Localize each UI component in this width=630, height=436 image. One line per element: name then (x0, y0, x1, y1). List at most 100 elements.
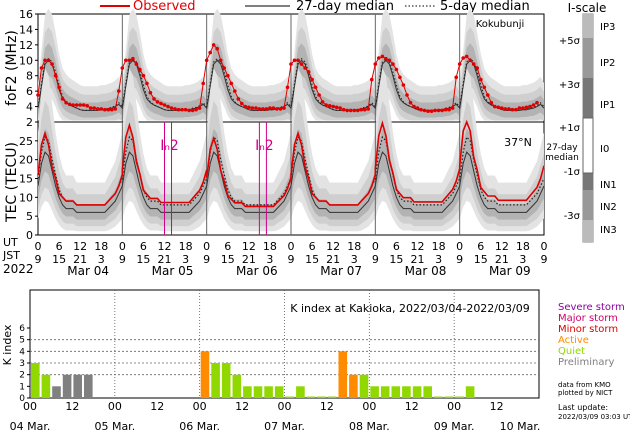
fof2-observed-point (120, 66, 125, 70)
fof2-median27-line (37, 59, 545, 111)
jst-tick-label: 9 (35, 253, 42, 266)
date-label: Mar 05 (152, 264, 194, 278)
fof2-observed-point (162, 103, 167, 107)
k-bar (423, 386, 432, 398)
jst-tick-label: 15 (474, 253, 488, 266)
fof2-observed-point (468, 58, 473, 63)
ut-label: UT (3, 236, 18, 249)
fof2-observed-point (145, 81, 149, 86)
fof2-lines (36, 14, 545, 122)
date-label: Mar 09 (489, 264, 531, 278)
fof2-observed-point (292, 58, 297, 63)
k-date-label: 09 Mar. (434, 420, 475, 433)
k-date-label: 06 Mar. (179, 420, 220, 433)
k-bar (359, 374, 369, 398)
fof2-observed-point (127, 58, 132, 63)
k-legend-item: Severe storm (558, 302, 625, 313)
iscale-level-label: IN1 (600, 180, 617, 191)
ut-tick-label: 18 (432, 240, 446, 253)
ut-tick-label: 6 (224, 240, 231, 253)
jst-tick-label: 9 (372, 253, 379, 266)
k-date-label: 10 Mar. (500, 420, 541, 433)
k-legend-item: Preliminary (558, 357, 615, 368)
fof2-observed-point (148, 90, 153, 95)
k-bar (317, 396, 326, 398)
iscale-level-label: IP3 (600, 22, 615, 33)
fof2-ytick-label: 6 (26, 85, 33, 98)
iscale-title: I-scale (568, 1, 607, 15)
fof2-yaxis: 2 4 6 8 10 12 14 16 (19, 8, 38, 129)
ut-tick-label: 0 (541, 240, 548, 253)
k-title: K index at Kakioka, 2022/03/04-2022/03/0… (290, 302, 529, 315)
fof2-observed-point (433, 108, 437, 113)
fof2-observed-point (457, 62, 462, 66)
k-bar (370, 386, 379, 398)
iscale-level-label: I0 (600, 144, 609, 155)
tec-yaxis: 0 5 10 15 20 25 (19, 135, 38, 242)
jst-tick-label: 9 (541, 253, 548, 266)
updated-label: Last update: (558, 403, 608, 412)
ut-tick-label: 12 (326, 240, 340, 253)
ut-tick-label: 0 (456, 240, 463, 253)
k-bar (274, 386, 284, 398)
ut-tick-label: 0 (372, 240, 379, 253)
storm-marker-label: Iₙ2 (255, 138, 274, 154)
fof2-observed-point (71, 103, 75, 107)
k-bar (412, 386, 422, 398)
fof2-observed-point (229, 81, 234, 86)
k-bar (62, 374, 72, 398)
k-bars (31, 351, 475, 398)
fof2-observed-point (282, 106, 286, 110)
ut-tick-label: 18 (263, 240, 277, 253)
fof2-observed-point (74, 103, 79, 107)
ut-tick-label: 0 (35, 240, 42, 253)
fof2-observed-point (215, 46, 219, 51)
ut-tick-label: 6 (56, 240, 63, 253)
iscale-level-label: IP2 (600, 58, 615, 69)
ut-tick-label: 6 (393, 240, 400, 253)
tec-ytick-label: 15 (19, 173, 33, 186)
ut-tick-label: 0 (288, 240, 295, 253)
k-bar (232, 374, 242, 398)
fof2-observed-point (447, 107, 451, 112)
fof2-observed-point (479, 77, 483, 82)
k-ytick-label: 5 (19, 336, 25, 346)
fof2-observed-point (166, 104, 170, 109)
fof2-observed-point (99, 107, 104, 111)
fof2-observed-point (194, 107, 198, 112)
fof2-observed-point (489, 100, 494, 105)
fof2-observed-point (415, 106, 420, 110)
k-ytick-label: 4 (19, 347, 25, 357)
fof2-observed-point (303, 66, 307, 70)
fof2-observed-point (57, 85, 61, 90)
jst-tick-label: 3 (435, 253, 442, 266)
fof2-observed-point (67, 102, 72, 107)
k-bar (349, 374, 358, 398)
fof2-observed-point (183, 107, 188, 112)
fof2-observed-point (46, 58, 51, 63)
iscale-sigma-label: -3σ (564, 211, 581, 222)
k-bar (264, 386, 273, 398)
fof2-observed-point (450, 106, 455, 110)
k-legend-item: Quiet (558, 346, 585, 357)
k-hour-label: 00 (447, 400, 461, 413)
fof2-observed-point (398, 75, 402, 80)
ut-tick-label: 18 (179, 240, 193, 253)
iscale-median-label: median (545, 153, 579, 163)
k-bar (444, 396, 454, 398)
k-hour-label: 12 (405, 400, 419, 413)
k-hour-label: 00 (278, 400, 292, 413)
fof2-observed-point (531, 103, 536, 107)
fof2-observed-point (117, 89, 121, 93)
fof2-observed-point (313, 85, 318, 90)
fof2-observed-point (176, 107, 181, 112)
fof2-observed-point (285, 85, 290, 90)
ut-tick-label: 18 (347, 240, 361, 253)
jst-tick-label: 21 (73, 253, 87, 266)
tec-ytick-label: 0 (26, 229, 33, 242)
fof2-observed-point (507, 107, 511, 111)
jst-tick-label: 15 (389, 253, 403, 266)
k-bar (327, 396, 337, 398)
k-hour-label: 12 (490, 400, 504, 413)
jst-tick-label: 3 (351, 253, 358, 266)
